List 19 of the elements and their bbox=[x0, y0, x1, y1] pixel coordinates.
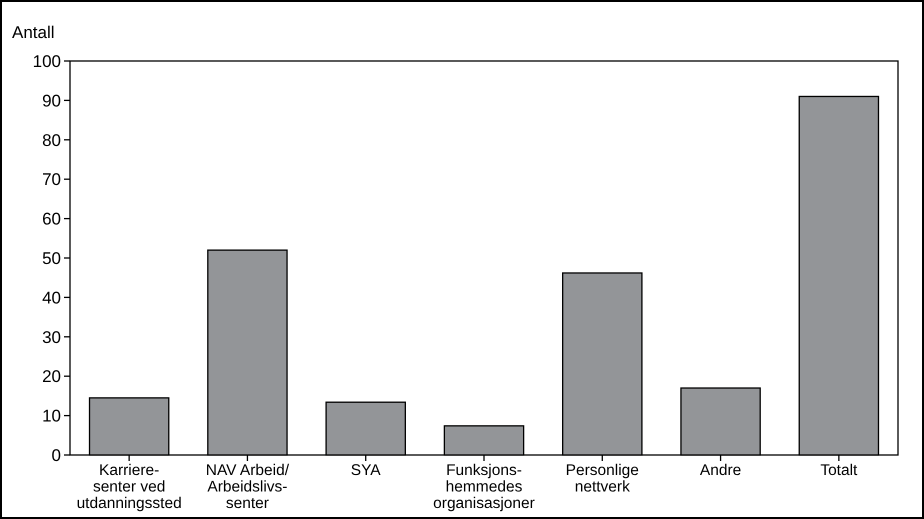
x-tick-label: Karriere- senter ved utdanningssted bbox=[76, 462, 182, 512]
y-tick-label: 100 bbox=[32, 52, 61, 71]
y-tick-label: 70 bbox=[42, 170, 61, 190]
y-axis-title: Antall bbox=[12, 23, 55, 42]
x-tick-label: Totalt bbox=[820, 462, 858, 479]
y-tick-label: 50 bbox=[42, 248, 61, 268]
y-tick-label: 40 bbox=[42, 288, 61, 308]
x-tick-label: Funksjons- hemmedes organisasjoner bbox=[433, 462, 535, 512]
y-tick-label: 80 bbox=[42, 130, 61, 150]
x-tick-label: NAV Arbeid/ Arbeidslivs- senter bbox=[206, 462, 290, 512]
y-tick-label: 60 bbox=[42, 210, 61, 229]
x-tick-label: Personlige nettverk bbox=[566, 462, 639, 496]
y-tick-label: 10 bbox=[42, 406, 61, 426]
y-tick-label: 30 bbox=[42, 328, 61, 347]
y-tick-label: 90 bbox=[42, 91, 61, 110]
x-tick-label: SYA bbox=[350, 462, 382, 479]
y-tick-label: 20 bbox=[42, 367, 61, 386]
x-tick-label: Andre bbox=[700, 462, 742, 479]
y-tick-label: 0 bbox=[52, 446, 61, 465]
